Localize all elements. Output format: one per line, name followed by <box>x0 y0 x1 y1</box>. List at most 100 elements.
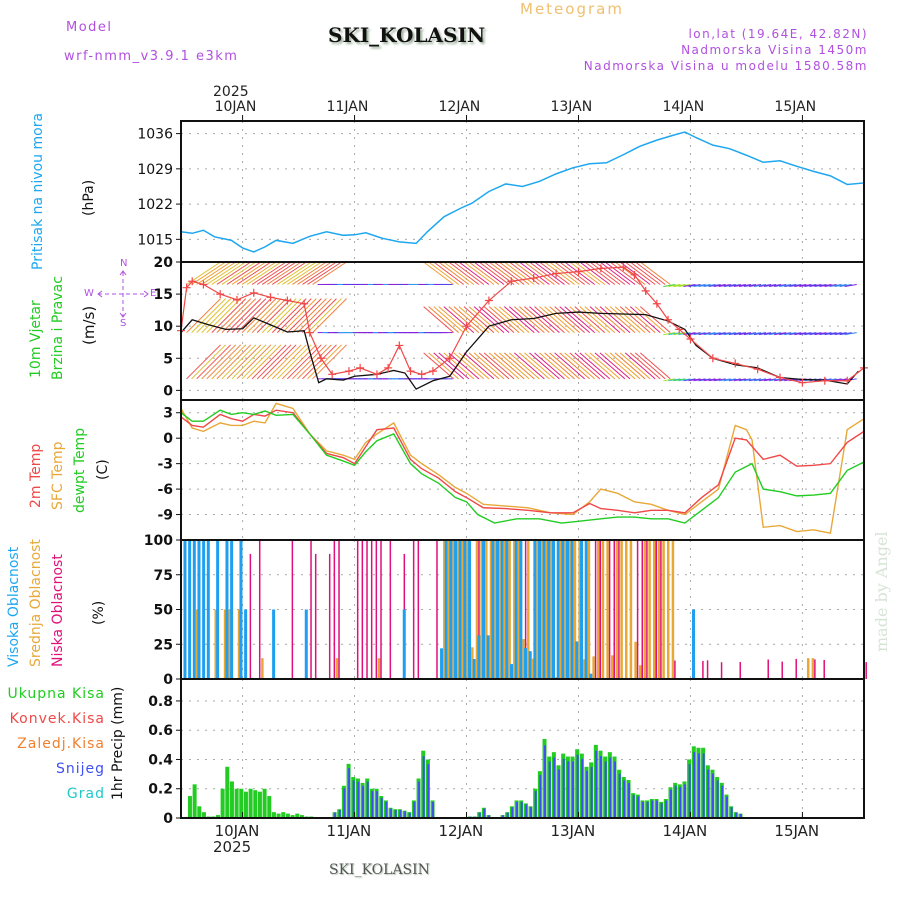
y-tick-label: 0 <box>163 672 173 688</box>
dewpt-temp-line <box>180 409 865 524</box>
top-day-label: 14JAN <box>662 99 705 115</box>
mid-cloud-bar <box>443 540 446 679</box>
precip-total-bar <box>290 815 295 818</box>
wind-barb-arrow <box>282 261 317 285</box>
high-cloud-bar <box>542 540 546 678</box>
bottom-day-label: 14JAN <box>662 822 708 840</box>
wind-barb-arrow <box>503 352 535 380</box>
low-cloud-bar <box>618 540 620 679</box>
mid-cloud-bar <box>583 659 586 679</box>
low-cloud-bar <box>436 540 438 679</box>
wind-gust-marker <box>188 277 197 286</box>
wind-barb-arrow <box>251 344 287 380</box>
wind-barb-arrow <box>713 332 726 336</box>
high-cloud-bar <box>239 540 243 678</box>
wind-barb-arrow <box>564 306 596 333</box>
wind-gust-marker <box>300 299 309 308</box>
wind-barb-arrow <box>769 332 782 336</box>
low-cloud-bar <box>720 662 723 679</box>
top-year-label: 2025 <box>213 84 249 100</box>
low-cloud-bar <box>478 540 480 679</box>
wind-barb-arrow <box>241 344 277 380</box>
mid-cloud-bar <box>648 540 651 679</box>
wind-barb-arrow <box>478 352 510 380</box>
precip-snow-bar <box>669 789 672 818</box>
wind-barb-arrow <box>723 332 736 336</box>
mid-cloud-bar <box>214 609 217 679</box>
mid-cloud-bar <box>223 609 227 679</box>
wind-barb-arrow <box>764 332 777 336</box>
wind-gust-marker <box>305 328 314 337</box>
low-cloud-bar <box>613 540 616 679</box>
low-cloud-bar <box>249 553 252 679</box>
wind-barb-arrow <box>514 261 545 285</box>
wind-gust-marker <box>798 378 807 387</box>
wind-barb-arrow <box>191 298 226 333</box>
wind-barb-arrow <box>579 261 611 285</box>
mid-cloud-bar <box>475 540 479 679</box>
low-cloud-bar <box>795 658 797 679</box>
wind-barb-arrow <box>609 352 641 380</box>
wind-barb-arrow <box>673 378 686 382</box>
mid-cloud-bar <box>466 540 469 679</box>
mid-cloud-bar <box>480 540 483 679</box>
mid-cloud-bar <box>615 540 619 679</box>
bottom-day-label: 12JAN <box>438 822 484 840</box>
high-cloud-bar <box>552 540 556 678</box>
precip-snow-bar <box>613 761 616 818</box>
wind-barb-arrow <box>579 352 611 380</box>
wind-barb-arrow <box>529 352 560 380</box>
y-tick-label: 75 <box>154 568 173 584</box>
high-cloud-bar <box>216 540 220 678</box>
low-cloud-bar <box>417 540 420 679</box>
wind-barb-arrow <box>634 306 666 333</box>
precip-snow-bar <box>380 797 383 818</box>
model-elevation-label: Nadmorska Visina u modelu 1580.58m <box>583 59 868 73</box>
wind-barb-arrow <box>718 283 731 287</box>
wind-gust-marker <box>182 283 191 292</box>
low-cloud-bar <box>599 540 602 679</box>
wind-barb-arrow <box>589 261 621 285</box>
low-cloud-bar <box>361 540 364 679</box>
low-cloud-bar <box>608 540 611 679</box>
high-cloud-bar <box>402 609 406 678</box>
wind-barb-arrow <box>574 306 606 333</box>
wind-barb-arrow <box>473 261 505 285</box>
wind-barb-arrow <box>266 298 302 333</box>
low-cloud-bar <box>646 540 648 679</box>
wind-barb-arrow <box>493 352 525 380</box>
precip-total-bar <box>267 796 272 818</box>
wind-barb-arrow <box>271 344 307 380</box>
wind-barb-arrow <box>488 352 520 380</box>
wind-barb-arrow <box>201 261 236 285</box>
precip-snow-bar <box>674 785 677 818</box>
compass-arrows-icon <box>97 270 149 318</box>
precip-snow-bar <box>352 780 355 818</box>
precip-snow-bar <box>716 780 719 818</box>
wind-barb-arrow <box>614 261 646 285</box>
wind-barb-arrow <box>728 283 741 287</box>
wind-barb-arrow <box>559 306 591 333</box>
y-tick-label: 0 <box>163 383 173 399</box>
mid-cloud-bar <box>569 540 572 679</box>
mid-cloud-bar <box>513 540 516 679</box>
low-cloud-bar <box>660 540 662 679</box>
legend-freezing-rain: Zaledj.Kisa <box>17 736 105 752</box>
wind-gust-marker <box>445 354 454 363</box>
y-tick-label: 20 <box>154 255 174 271</box>
precip-total-bar <box>271 812 276 818</box>
wind-barb-arrow <box>423 352 454 380</box>
precip-snow-bar <box>739 813 742 818</box>
wind-barb-arrow <box>829 283 842 287</box>
wind-barb-arrow <box>191 344 226 380</box>
precip-total-bar <box>248 788 253 818</box>
wind-barb-arrow <box>458 261 490 285</box>
low-cloud-bar <box>356 540 359 679</box>
meteogram-label: Meteogram <box>520 0 624 18</box>
bottom-year-label: 2025 <box>213 838 252 856</box>
wind-barb-arrow <box>292 344 327 380</box>
wind-barb-arrow <box>483 352 515 380</box>
precip-snow-bar <box>641 801 644 818</box>
precip-snow-bar <box>567 761 570 818</box>
wind-barb-arrow <box>201 298 237 333</box>
